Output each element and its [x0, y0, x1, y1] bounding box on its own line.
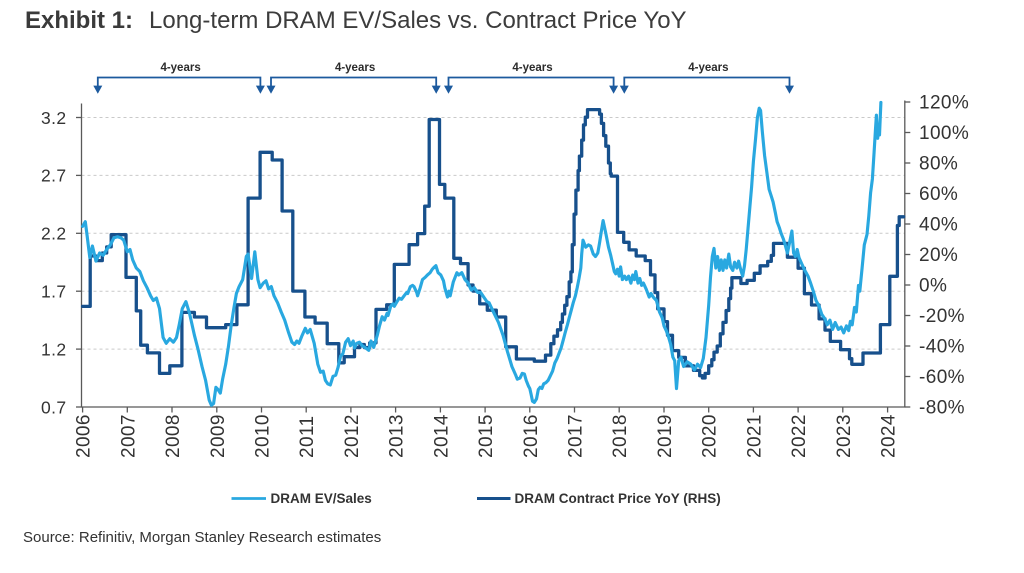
svg-text:40%: 40%	[919, 215, 958, 236]
svg-text:2020: 2020	[700, 414, 721, 458]
svg-text:2021: 2021	[744, 414, 765, 458]
svg-text:120%: 120%	[919, 93, 969, 114]
svg-text:2010: 2010	[253, 414, 274, 458]
svg-text:2013: 2013	[387, 414, 408, 458]
svg-text:DRAM Contract Price YoY (RHS): DRAM Contract Price YoY (RHS)	[515, 491, 721, 506]
svg-text:4-years: 4-years	[512, 62, 552, 74]
svg-text:-40%: -40%	[919, 337, 965, 358]
svg-text:-20%: -20%	[919, 306, 965, 327]
svg-text:-80%: -80%	[919, 398, 965, 419]
svg-text:2.2: 2.2	[41, 224, 67, 244]
svg-text:2022: 2022	[789, 414, 810, 458]
svg-text:2014: 2014	[431, 414, 452, 458]
svg-text:2019: 2019	[655, 414, 676, 458]
svg-text:1.7: 1.7	[41, 282, 67, 302]
svg-text:4-years: 4-years	[688, 62, 728, 74]
svg-text:2.7: 2.7	[41, 166, 67, 186]
svg-text:60%: 60%	[919, 184, 958, 205]
svg-text:1.2: 1.2	[41, 339, 67, 359]
svg-text:2017: 2017	[566, 414, 587, 458]
svg-text:2016: 2016	[521, 414, 542, 458]
svg-text:20%: 20%	[919, 245, 958, 266]
svg-text:2023: 2023	[834, 414, 855, 458]
svg-text:100%: 100%	[919, 123, 969, 144]
svg-text:4-years: 4-years	[160, 62, 200, 74]
svg-text:0.7: 0.7	[41, 397, 67, 417]
svg-text:2015: 2015	[476, 414, 497, 458]
svg-text:DRAM EV/Sales: DRAM EV/Sales	[271, 491, 372, 506]
svg-text:2012: 2012	[342, 414, 363, 458]
svg-text:3.2: 3.2	[41, 108, 67, 128]
svg-text:4-years: 4-years	[335, 62, 375, 74]
svg-text:2008: 2008	[163, 414, 184, 458]
svg-text:80%: 80%	[919, 154, 958, 175]
svg-text:2009: 2009	[208, 414, 229, 458]
svg-text:-60%: -60%	[919, 367, 965, 388]
svg-text:2011: 2011	[297, 416, 318, 458]
svg-text:2006: 2006	[74, 414, 95, 458]
svg-text:2018: 2018	[610, 414, 631, 458]
svg-text:2007: 2007	[118, 414, 139, 458]
svg-text:2024: 2024	[879, 414, 900, 458]
svg-text:0%: 0%	[919, 276, 947, 297]
